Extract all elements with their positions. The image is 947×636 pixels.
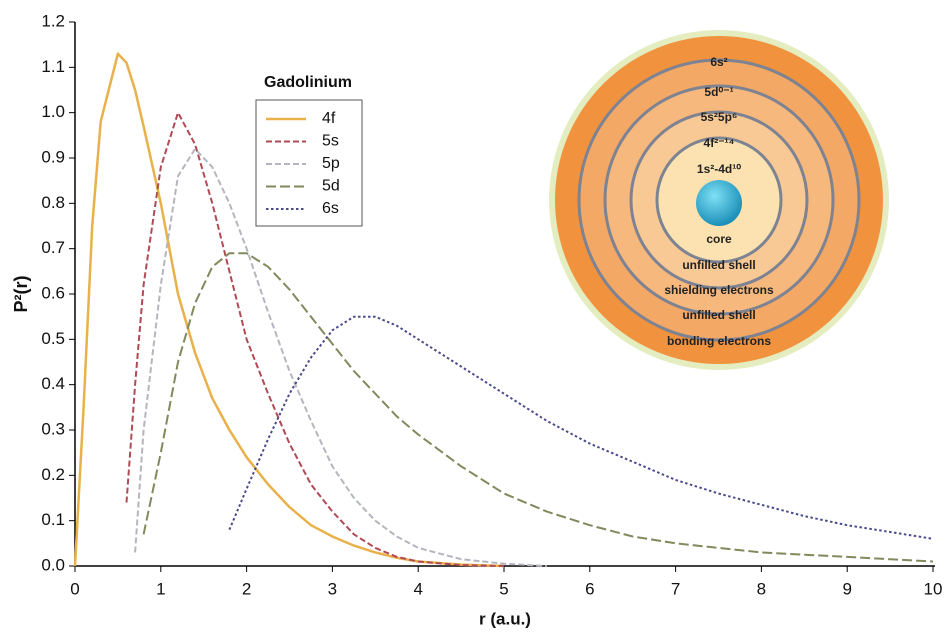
x-axis-title: r (a.u.)	[479, 609, 531, 628]
role: unfilled shell	[682, 258, 755, 272]
configuration: 5d⁰⁻¹	[704, 85, 733, 99]
legend-label: 4f	[322, 110, 336, 127]
atom-diagram: 6s² 5d⁰⁻¹ 5s²5p⁶ 4f²⁻¹⁴ 1s²-4d¹⁰ core un…	[549, 30, 889, 370]
x-tick-label: 2	[242, 579, 251, 598]
y-tick-label: 1.0	[41, 102, 65, 121]
y-tick-label: 0.6	[41, 283, 65, 302]
legend-label: 5p	[322, 155, 340, 172]
role: unfilled shell	[682, 308, 755, 322]
configuration: 6s²	[710, 55, 727, 69]
y-tick-label: 0.3	[41, 419, 65, 438]
legend-title: Gadolinium	[264, 74, 352, 91]
y-tick-label: 0.5	[41, 329, 65, 348]
legend-label: 5d	[322, 178, 340, 195]
x-tick-label: 3	[328, 579, 337, 598]
legend-label: 5s	[322, 133, 339, 150]
y-tick-label: 1.1	[41, 57, 65, 76]
role: core	[706, 232, 732, 246]
y-tick-label: 0.8	[41, 193, 65, 212]
configuration: 5s²5p⁶	[701, 110, 738, 124]
legend-label: 6s	[322, 200, 339, 217]
role: bonding electrons	[667, 334, 771, 348]
configuration: 1s²-4d¹⁰	[697, 162, 741, 176]
x-tick-label: 8	[757, 579, 766, 598]
y-axis-title: P²(r)	[11, 276, 31, 313]
x-tick-label: 1	[156, 579, 165, 598]
y-tick-label: 0.4	[41, 374, 65, 393]
series-line	[229, 317, 933, 539]
role: shielding electrons	[664, 283, 774, 297]
x-tick-label: 7	[671, 579, 680, 598]
y-tick-label: 0.2	[41, 465, 65, 484]
configuration: 4f²⁻¹⁴	[704, 136, 735, 150]
y-tick-label: 0.9	[41, 147, 65, 166]
nucleus	[696, 180, 742, 226]
x-tick-label: 4	[413, 579, 422, 598]
x-tick-label: 6	[585, 579, 594, 598]
x-tick-label: 0	[70, 579, 79, 598]
x-tick-label: 5	[499, 579, 508, 598]
y-tick-label: 0.1	[41, 510, 65, 529]
y-tick-label: 0.0	[41, 555, 65, 574]
chart: 6s² 5d⁰⁻¹ 5s²5p⁶ 4f²⁻¹⁴ 1s²-4d¹⁰ core un…	[0, 0, 947, 631]
x-tick-label: 9	[842, 579, 851, 598]
x-tick-label: 10	[924, 579, 943, 598]
y-tick-label: 1.2	[41, 11, 65, 30]
y-tick-label: 0.7	[41, 238, 65, 257]
